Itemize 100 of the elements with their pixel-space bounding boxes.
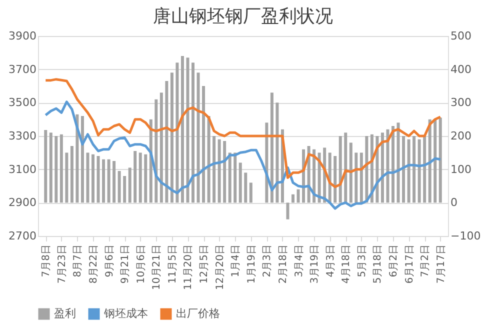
bar (76, 114, 79, 203)
bar (402, 136, 406, 203)
bar (334, 156, 337, 203)
bar (344, 132, 348, 203)
y2-tick-label: 400 (450, 62, 472, 76)
bar (276, 102, 279, 203)
x-tick-label: 8月22日 (88, 244, 100, 284)
y2-tick-label: 0 (450, 196, 458, 210)
x-tick-label: 9月6日 (104, 244, 116, 278)
x-tick-label: 7月2日 (420, 244, 432, 278)
x-tick-label: 3月4日 (294, 244, 305, 278)
x-tick-label: 6月17日 (404, 244, 416, 284)
chart-title: 唐山钢坯钢厂盈利状况 (153, 6, 333, 27)
bar (60, 134, 63, 203)
x-tick-label: 5月18日 (372, 244, 384, 284)
bar (107, 159, 110, 203)
bar (92, 154, 94, 203)
x-tick-label: 11月20日 (183, 244, 194, 290)
x-tick-label: 12月20日 (214, 244, 226, 290)
y-tick-label: 2900 (8, 196, 36, 210)
legend-label: 钢坯成本 (103, 307, 148, 320)
bar (207, 116, 210, 203)
x-tick-label: 9月21日 (120, 244, 132, 284)
bar (349, 142, 352, 203)
x-tick-label: 11月5日 (167, 244, 178, 284)
bar (196, 72, 200, 203)
x-tick-label: 7月17日 (436, 244, 447, 284)
bar (180, 56, 184, 203)
bar (134, 151, 137, 203)
bar (396, 122, 400, 203)
bar (102, 159, 106, 203)
bar (86, 152, 90, 203)
bar (286, 202, 290, 220)
x-tick-label: 5月3日 (356, 244, 368, 278)
line-series (44, 78, 442, 188)
x-tick-label: 2月18日 (278, 244, 289, 284)
bar (360, 152, 363, 203)
y-tick-label: 3300 (8, 130, 36, 142)
x-tick-label: 4月3日 (325, 244, 336, 278)
bar (54, 136, 58, 203)
bar (202, 86, 206, 203)
x-tick-label: 12月5日 (199, 244, 210, 284)
bar (138, 152, 142, 203)
y-tick-label: 3900 (8, 30, 36, 42)
bar (228, 152, 232, 203)
bar (49, 132, 52, 203)
bar (296, 189, 300, 203)
x-tick-label: 4月18日 (341, 244, 352, 284)
bar (249, 182, 252, 203)
bar (192, 62, 194, 203)
legend-label: 出厂价格 (176, 307, 220, 320)
bar (176, 62, 179, 203)
bar (212, 136, 216, 203)
x-tick-label: 7月8日 (41, 244, 52, 278)
bar (186, 58, 190, 203)
bar (112, 161, 116, 203)
x-tick-label: 6月2日 (388, 244, 400, 278)
bar (244, 172, 248, 203)
bar (170, 72, 174, 203)
y2-tick-label: 300 (450, 96, 472, 110)
bar (386, 129, 390, 203)
bar (438, 118, 442, 203)
bar (223, 141, 226, 203)
bar (44, 130, 48, 203)
x-tick-label: 10月21日 (152, 244, 163, 290)
x-tick-label: 8月7日 (72, 244, 84, 278)
y-tick-label: 3500 (8, 96, 36, 110)
x-tick-label: 10月6日 (136, 244, 147, 284)
bar (118, 171, 121, 203)
line-series (44, 100, 442, 210)
bar (123, 176, 126, 203)
bar (80, 116, 84, 203)
bar (418, 139, 421, 203)
bar (128, 168, 132, 203)
bar (238, 162, 242, 203)
bar (423, 136, 426, 203)
bar (365, 136, 368, 203)
bar (407, 139, 410, 203)
bar (96, 156, 100, 203)
y2-tick-label: 500 (450, 30, 472, 42)
bar (434, 119, 437, 203)
bar (412, 136, 416, 203)
bar (218, 139, 221, 203)
bar (270, 92, 274, 203)
x-tick-label: 1月19日 (246, 244, 258, 284)
y-tick-label: 3700 (8, 62, 36, 76)
x-tick-label: 7月23日 (56, 244, 68, 284)
legend-label: 盈利 (54, 307, 76, 320)
bar (428, 119, 432, 203)
bar (165, 81, 168, 203)
y2-tick-label: 100 (450, 162, 472, 176)
x-tick-label: 1月4日 (230, 244, 242, 278)
y2-tick-label: 200 (450, 130, 472, 142)
bar (65, 152, 68, 203)
x-tick-label: 2月3日 (262, 244, 274, 278)
y2-tick-label: −100 (450, 230, 481, 242)
y-tick-label: 3100 (8, 162, 36, 176)
bar (354, 152, 358, 203)
y-tick-label: 2700 (8, 230, 36, 242)
bar (234, 152, 237, 203)
